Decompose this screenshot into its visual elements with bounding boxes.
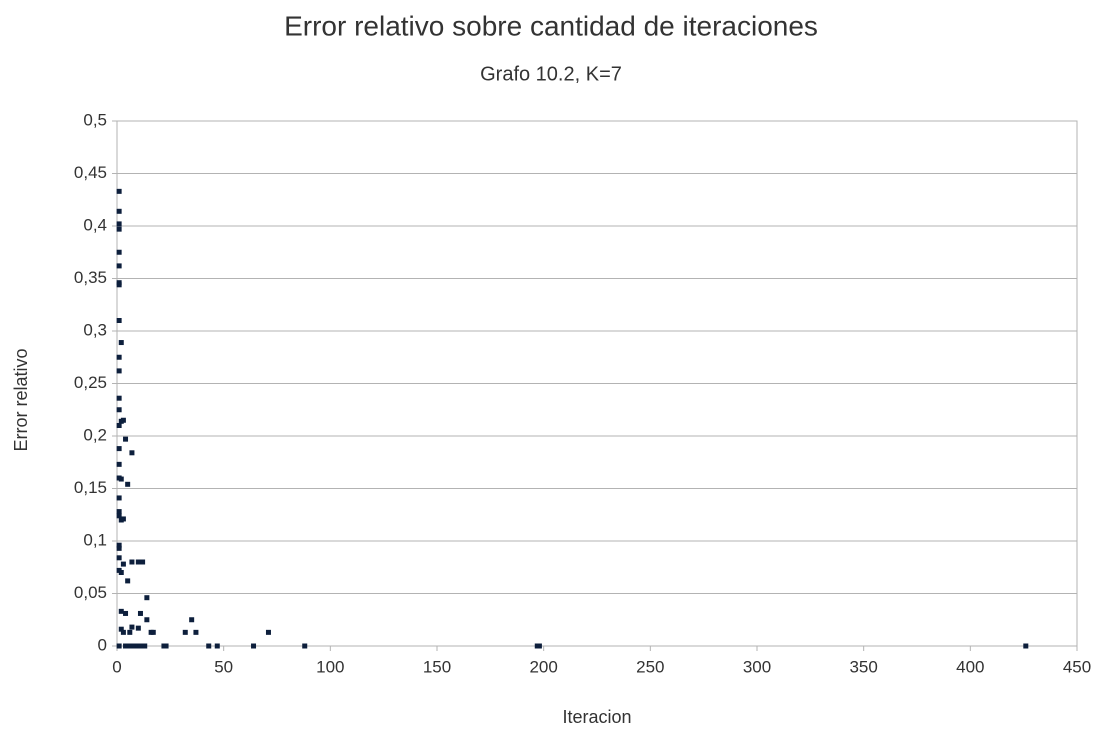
point (125, 578, 131, 584)
point (118, 476, 124, 482)
point (118, 608, 124, 614)
point (144, 595, 150, 601)
y-tick-label: 0,35 (74, 268, 107, 287)
x-tick-label: 150 (423, 657, 451, 676)
y-tick-label: 0,15 (74, 478, 107, 497)
y-axis-title: Error relativo (11, 348, 31, 451)
point (116, 249, 122, 255)
point (123, 436, 129, 442)
point (118, 340, 124, 346)
x-tick-label: 450 (1063, 657, 1091, 676)
plot-border (116, 120, 1078, 647)
point (135, 625, 141, 631)
point (302, 643, 308, 649)
y-tick-label: 0,45 (74, 163, 107, 182)
point (129, 559, 135, 565)
point (116, 395, 122, 401)
point (116, 188, 122, 194)
point (536, 643, 542, 649)
x-tick-label: 300 (743, 657, 771, 676)
point (144, 617, 150, 623)
point (206, 643, 212, 649)
y-tick-label: 0 (98, 635, 107, 654)
x-tick-label: 250 (636, 657, 664, 676)
point (116, 318, 122, 323)
point (129, 450, 135, 456)
x-tick-label: 50 (214, 657, 233, 676)
point (163, 643, 169, 649)
x-tick-label: 200 (529, 657, 557, 676)
x-tick-label: 400 (956, 657, 984, 676)
y-tick-label: 0,3 (83, 320, 107, 339)
point (116, 495, 122, 501)
point (142, 643, 148, 649)
point (116, 407, 122, 413)
point (137, 610, 143, 616)
point (214, 643, 220, 649)
point (116, 226, 122, 232)
point (182, 629, 188, 635)
point (193, 629, 199, 635)
chart-title: Error relativo sobre cantidad de iteraci… (284, 10, 818, 41)
point (189, 617, 195, 623)
point (116, 446, 122, 452)
x-axis-title: Iteracion (562, 707, 631, 727)
point (120, 629, 126, 635)
point (131, 643, 137, 649)
x-tick-label: 100 (316, 657, 344, 676)
x-tick-label: 0 (112, 657, 121, 676)
point (120, 561, 126, 567)
point (137, 643, 143, 649)
point (116, 545, 122, 551)
point (150, 629, 156, 635)
point (118, 570, 124, 575)
point (116, 263, 122, 269)
point (116, 354, 122, 360)
point (120, 516, 126, 522)
point (116, 643, 122, 649)
point (116, 542, 122, 548)
point (123, 610, 129, 616)
point (118, 626, 124, 632)
point (129, 624, 135, 630)
point (116, 423, 122, 428)
point (116, 368, 122, 374)
point (125, 481, 131, 487)
y-tick-label: 0,05 (74, 583, 107, 602)
point (127, 643, 133, 649)
y-tick-label: 0,1 (83, 530, 107, 549)
point (116, 555, 122, 561)
point (127, 629, 133, 635)
point (116, 513, 122, 519)
y-tick-label: 0,2 (83, 425, 107, 444)
point (140, 559, 146, 565)
point (116, 461, 122, 467)
y-tick-label: 0,5 (83, 110, 107, 129)
x-tick-label: 350 (849, 657, 877, 676)
point (116, 509, 122, 515)
point (265, 629, 271, 635)
chart-subtitle: Grafo 10.2, K=7 (480, 63, 622, 85)
point (116, 282, 122, 288)
y-tick-label: 0,4 (83, 215, 107, 234)
point (135, 559, 141, 565)
point (1023, 643, 1029, 649)
point (116, 208, 122, 214)
point (120, 417, 126, 423)
y-tick-label: 0,25 (74, 373, 107, 392)
point (251, 643, 257, 649)
point (116, 221, 122, 227)
